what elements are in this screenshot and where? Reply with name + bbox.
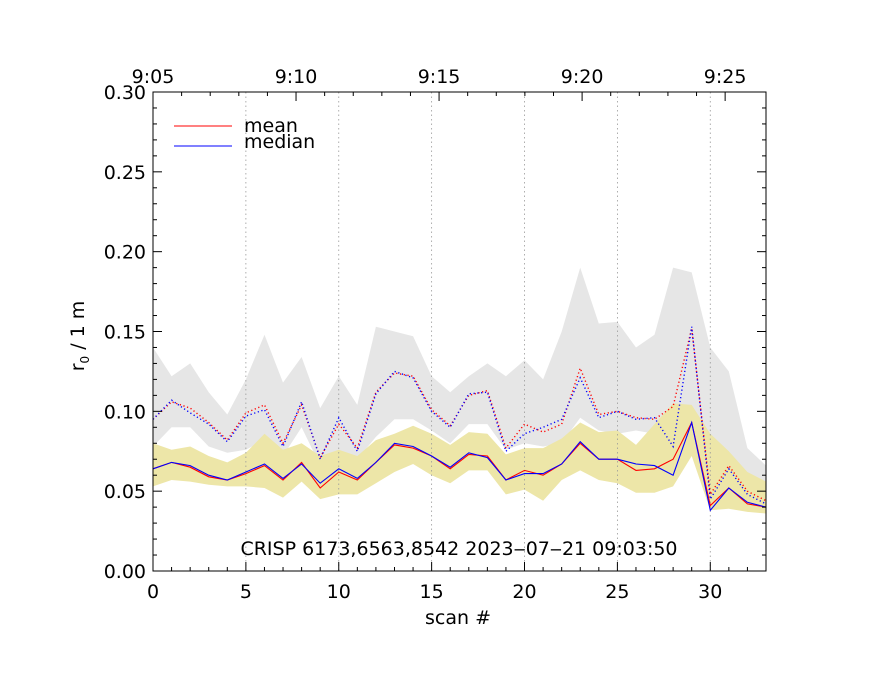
- y-axis-label: r0 / 1 m: [67, 301, 92, 372]
- x-tick-label: 10: [327, 581, 351, 603]
- series-lines: [152, 326, 767, 512]
- upper-spread-band: [153, 267, 766, 498]
- axis-ticks: [152, 91, 767, 572]
- x-tick-label: 5: [240, 581, 252, 603]
- y-tick-label: 0.20: [104, 242, 146, 264]
- x-tick-label: 20: [512, 581, 536, 603]
- y-tick-label: 0.30: [104, 82, 146, 104]
- lower-spread-band: [153, 403, 766, 514]
- y-tick-label: 0.00: [104, 561, 146, 583]
- legend-mean-label: mean: [244, 115, 298, 137]
- top-tick-label: 9:25: [704, 66, 747, 88]
- legend-median-label: median: [244, 131, 315, 153]
- x-tick-label: 0: [147, 581, 159, 603]
- spread-bands: [153, 267, 766, 514]
- legend: mean median: [174, 115, 315, 153]
- x-tick-label: 15: [420, 581, 444, 603]
- x-axis-label: scan #: [425, 607, 491, 629]
- y-axis-label-subscript: 0: [78, 356, 92, 364]
- top-tick-label: 9:10: [275, 66, 318, 88]
- series-median-upper: [152, 326, 767, 505]
- observation-annotation: CRISP 6173,6563,8542 2023‒07‒21 09:03:50: [240, 538, 677, 560]
- x-tick-label: 25: [605, 581, 629, 603]
- y-axis-label-main: r: [67, 363, 89, 371]
- top-tick-label: 9:15: [418, 66, 461, 88]
- y-tick-label: 0.15: [104, 322, 146, 344]
- y-axis-label-suffix: / 1 m: [67, 301, 89, 356]
- series-median: [152, 420, 767, 512]
- x-tick-label: 30: [698, 581, 722, 603]
- y-tick-label: 0.10: [104, 401, 146, 423]
- tick-labels: 0 5 10 15 20 25 30 0.00 0.05 0.10 0.15 0.20 0.25 0.30…: [104, 66, 747, 603]
- series-mean-upper: [152, 328, 767, 502]
- top-tick-label: 9:20: [561, 66, 604, 88]
- y-tick-label: 0.25: [104, 162, 146, 184]
- vertical-gridlines: [245, 92, 711, 571]
- series-mean: [152, 420, 767, 508]
- y-tick-label: 0.05: [104, 481, 146, 503]
- top-tick-label: 9:05: [132, 66, 175, 88]
